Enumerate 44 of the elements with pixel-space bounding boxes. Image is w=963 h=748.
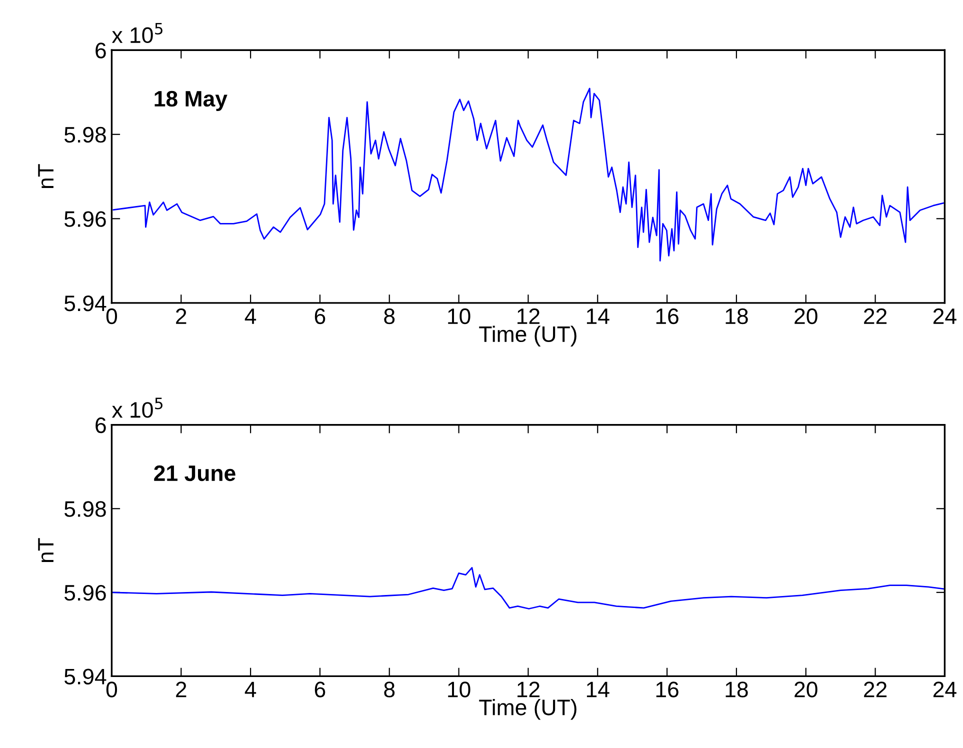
y-tick-label: 5.94 xyxy=(64,668,106,684)
x-tick-label: 4 xyxy=(244,682,256,698)
y-axis-title: nT xyxy=(38,538,54,562)
x-tick-label: 16 xyxy=(656,308,678,324)
x-tick-label: 6 xyxy=(314,308,326,324)
y-axis-title: nT xyxy=(38,164,54,188)
x-tick-label: 24 xyxy=(933,682,956,698)
y-tick-label: 6 xyxy=(96,417,106,434)
x-tick-label: 14 xyxy=(586,682,610,698)
x-tick-label: 18 xyxy=(726,308,748,324)
x-tick-label: 0 xyxy=(106,682,118,698)
x-tick-label: 8 xyxy=(384,308,395,324)
text: x 10$^{5}$ xyxy=(112,398,162,418)
x-axis-title: Time (UT) xyxy=(479,698,576,720)
x-tick-label: 2 xyxy=(176,682,186,698)
y-tick-label: 6 xyxy=(96,42,106,58)
line-series xyxy=(112,567,945,610)
y-tick-label: 5.96 xyxy=(64,584,106,601)
x-tick-label: 16 xyxy=(656,682,678,698)
x-tick-label: 2 xyxy=(176,308,186,324)
x-tick-label: 0 xyxy=(106,308,118,324)
line-series xyxy=(112,88,944,262)
x-tick-label: 10 xyxy=(448,682,470,698)
text: 21 June xyxy=(154,465,236,482)
x-tick-label: 20 xyxy=(794,308,818,324)
x-tick-label: 6 xyxy=(314,682,326,698)
x-tick-label: 24 xyxy=(933,308,956,324)
x-tick-label: 12 xyxy=(518,682,540,698)
x-tick-label: 22 xyxy=(864,682,887,698)
y-tick-label: 5.96 xyxy=(64,211,106,227)
x-tick-label: 4 xyxy=(244,308,256,324)
y-tick-label: 5.94 xyxy=(64,295,106,312)
y-tick-label: 5.98 xyxy=(64,501,106,517)
text: x 10$^{5}$ xyxy=(112,22,162,44)
x-tick-label: 20 xyxy=(794,682,818,698)
x-tick-label: 18 xyxy=(726,682,748,698)
x-tick-label: 22 xyxy=(864,308,887,324)
text: 18 May xyxy=(154,90,228,112)
x-tick-label: 14 xyxy=(586,308,610,324)
x-tick-label: 8 xyxy=(384,682,395,698)
x-tick-label: 10 xyxy=(448,308,470,324)
x-axis-title: Time (UT) xyxy=(479,326,576,346)
y-tick-label: 5.98 xyxy=(64,126,106,143)
x-tick-label: 12 xyxy=(518,308,540,324)
